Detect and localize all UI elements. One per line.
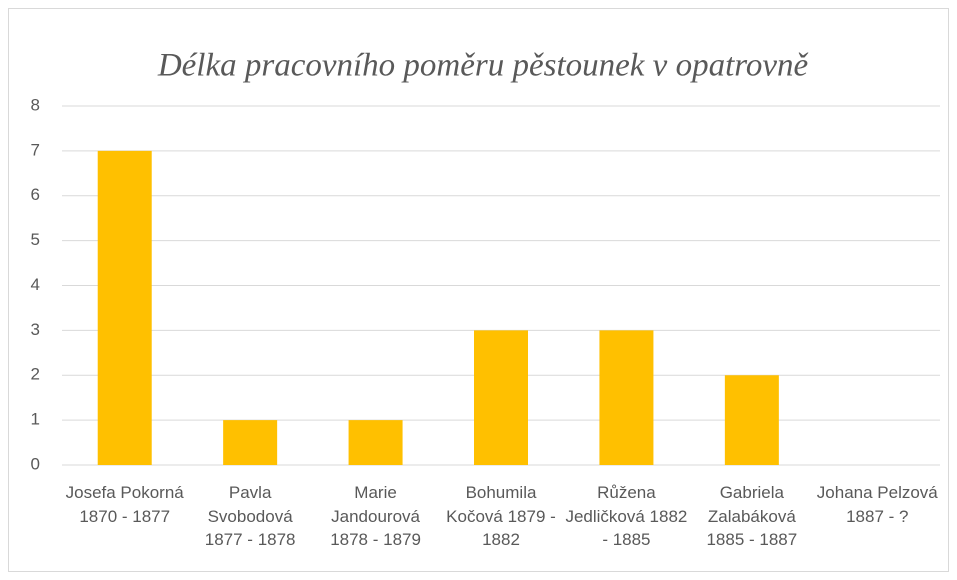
- bar: [348, 420, 403, 465]
- bar: [474, 330, 528, 465]
- bar: [97, 150, 152, 465]
- y-tick-label: 2: [31, 365, 40, 384]
- y-tick-label: 5: [31, 230, 40, 249]
- x-tick-label: Johana Pelzová 1887 - ?: [816, 483, 938, 526]
- y-tick-label: 1: [31, 410, 40, 429]
- y-tick-label: 8: [31, 95, 40, 114]
- x-tick-label: Josefa Pokorná 1870 - 1877: [65, 483, 184, 526]
- bar: [223, 420, 278, 465]
- chart-border: [8, 8, 949, 572]
- y-tick-label: 7: [31, 140, 40, 159]
- x-tick-label: Bohumila Kočová 1879 - 1882: [446, 483, 556, 549]
- x-tick-label: Růžena Jedličková 1882 - 1885: [565, 483, 688, 549]
- y-tick-label: 3: [31, 320, 40, 339]
- y-tick-label: 4: [31, 275, 40, 294]
- bar: [599, 330, 654, 465]
- y-tick-label: 0: [31, 454, 40, 473]
- bar: [724, 375, 779, 465]
- x-tick-label: Marie Jandourová 1878 - 1879: [330, 483, 421, 549]
- x-tick-label: Gabriela Zalabáková 1885 - 1887: [706, 483, 798, 549]
- x-tick-label: Pavla Svobodová 1877 - 1878: [204, 483, 296, 549]
- chart-title: Délka pracovního poměru pěstounek v opat…: [157, 48, 809, 84]
- y-tick-label: 6: [31, 185, 40, 204]
